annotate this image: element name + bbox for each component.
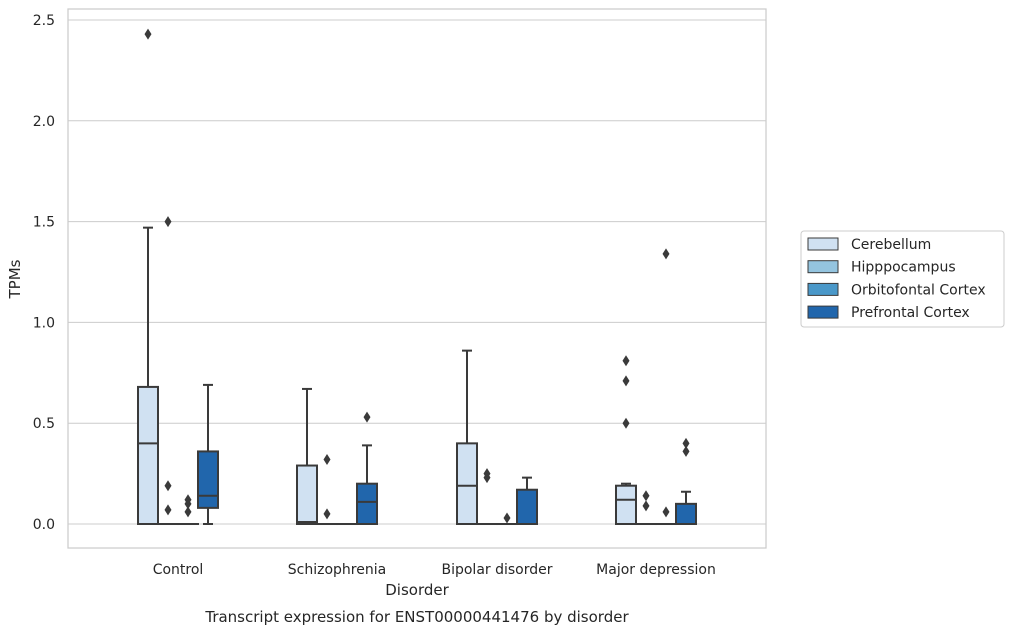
y-axis-label: TPMs: [6, 259, 24, 299]
box-group: [496, 512, 518, 526]
box-group: [157, 216, 179, 526]
box-group: [137, 28, 159, 525]
outlier-point: [144, 28, 152, 40]
legend-frame: [800, 230, 1005, 328]
outlier-point: [682, 445, 690, 457]
legend-entry-label: Orbitofontal Cortex: [851, 282, 986, 298]
outlier-point: [323, 508, 331, 520]
box: [296, 464, 318, 526]
grid-lines: [68, 19, 766, 525]
outlier-point: [622, 417, 630, 429]
box-groups: [137, 28, 697, 526]
outlier-point: [662, 506, 670, 518]
y-axis-ticks: 0.0 0.5 1.0 1.5 2.0 2.5: [33, 13, 55, 533]
outlier-point: [164, 504, 172, 516]
y-tick-label: 0.0: [33, 517, 55, 533]
x-tick-label: Bipolar disorder: [441, 562, 552, 578]
outlier-point: [323, 453, 331, 465]
outlier-point: [622, 375, 630, 387]
box: [516, 488, 538, 525]
legend-swatch: [807, 305, 839, 319]
y-tick-label: 2.5: [33, 13, 55, 29]
outlier-point: [184, 506, 192, 518]
legend-entry-label: Prefrontal Cortex: [851, 305, 970, 321]
outlier-point: [682, 437, 690, 449]
box-group: [177, 494, 199, 526]
outlier-point: [622, 355, 630, 367]
plot-frame: [67, 8, 767, 549]
y-tick-label: 1.0: [33, 315, 55, 331]
box-group: [456, 349, 478, 525]
outlier-point: [164, 216, 172, 228]
box-group: [316, 453, 338, 526]
outlier-point: [483, 468, 491, 480]
box: [675, 502, 697, 525]
x-axis-label: Disorder: [385, 581, 449, 599]
box-group: [635, 490, 657, 526]
legend-entry-label: Hipppocampus: [851, 260, 956, 276]
legend-swatch: [807, 260, 839, 274]
x-tick-label: Major depression: [596, 562, 716, 578]
legend: Cerebellum Hipppocampus Orbitofontal Corte…: [800, 230, 1005, 328]
outlier-point: [184, 494, 192, 506]
box-group: [197, 383, 219, 525]
y-tick-label: 0.5: [33, 416, 55, 432]
box: [137, 385, 159, 525]
outlier-point: [164, 480, 172, 492]
y-tick-label: 2.0: [33, 114, 55, 130]
legend-swatch: [807, 237, 839, 251]
box: [456, 442, 478, 525]
box-group: [516, 476, 538, 525]
box-group: [615, 355, 637, 526]
outlier-point: [642, 490, 650, 502]
legend-swatch: [807, 282, 839, 296]
outlier-point: [503, 512, 511, 524]
box-group: [296, 387, 318, 526]
box-group: [655, 248, 677, 526]
x-tick-label: Control: [153, 562, 204, 578]
box-group: [356, 411, 378, 525]
x-axis-ticks: Control Schizophrenia Bipolar disorder Majo…: [153, 562, 716, 578]
outlier-point: [662, 248, 670, 260]
y-tick-label: 1.5: [33, 215, 55, 231]
outlier-point: [363, 411, 371, 423]
chart-title: Transcript expression for ENST0000044147…: [204, 608, 629, 626]
legend-entry-label: Cerebellum: [851, 237, 931, 253]
box: [197, 450, 219, 509]
outlier-point: [642, 500, 650, 512]
box-group: [675, 437, 697, 525]
box: [356, 482, 378, 525]
box: [615, 484, 637, 526]
box-group: [476, 468, 498, 526]
x-tick-label: Schizophrenia: [288, 562, 386, 578]
